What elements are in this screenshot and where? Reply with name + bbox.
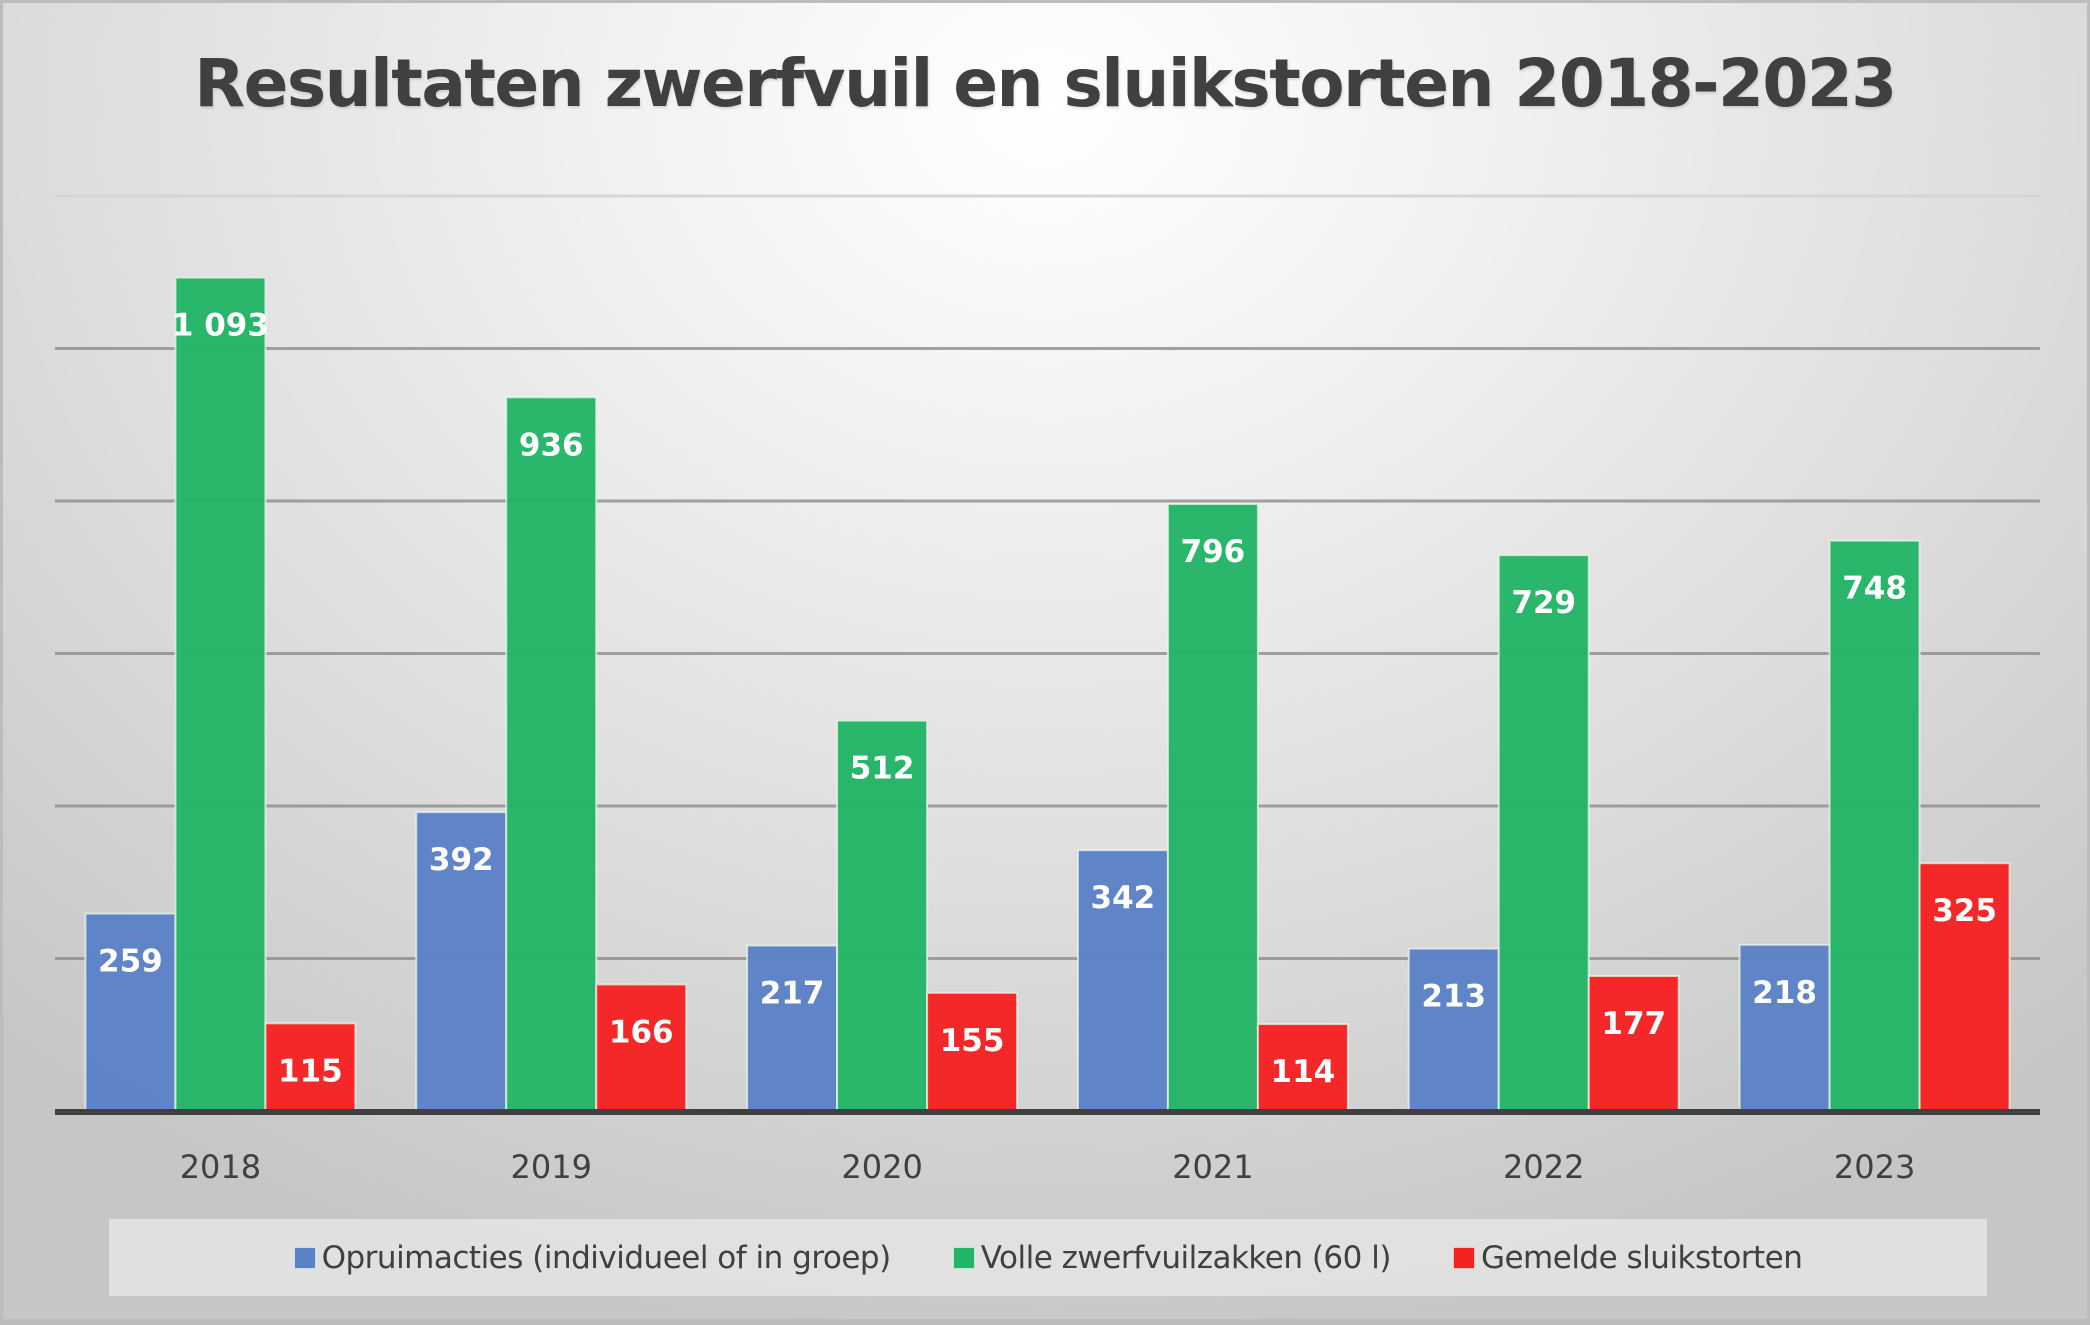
bar — [1166, 503, 1259, 1112]
data-label: 748 — [1842, 571, 1907, 607]
data-label: 342 — [1091, 880, 1156, 916]
data-label: 155 — [940, 1023, 1005, 1059]
legend-label: Volle zwerfvuilzakken (60 l) — [980, 1239, 1392, 1276]
bar — [1828, 539, 1921, 1112]
plot-area: 259 392 217 342 213 218 1 093 936 512 796 729 748 11… — [55, 194, 2040, 1186]
legend-item-opruimacties: Opruimacties (individueel of in groep) — [293, 1239, 892, 1276]
data-label: 115 — [278, 1053, 343, 1089]
data-label: 512 — [850, 751, 915, 787]
data-label: 166 — [609, 1014, 674, 1050]
data-label: 213 — [1421, 979, 1486, 1015]
legend-swatch-red — [1452, 1246, 1475, 1269]
x-axis — [55, 1109, 2040, 1115]
x-tick-label: 2019 — [511, 1148, 592, 1186]
data-label: 218 — [1752, 975, 1817, 1011]
bar — [174, 276, 267, 1112]
bar — [1407, 947, 1500, 1113]
bar — [1256, 1023, 1349, 1113]
bars — [84, 276, 2011, 1113]
gridlines — [55, 194, 2040, 960]
x-tick-label: 2023 — [1834, 1148, 1915, 1186]
x-tick-label: 2021 — [1172, 1148, 1253, 1186]
data-label: 114 — [1271, 1054, 1336, 1090]
category-labels: 2018 2019 2020 2021 2022 2023 — [180, 1148, 1916, 1186]
bar — [746, 944, 839, 1112]
chart-title: Resultaten zwerfvuil en sluikstorten 201… — [194, 45, 1897, 122]
bar — [1738, 943, 1831, 1113]
bar — [505, 396, 598, 1112]
legend-item-zwerfvuilzakken: Volle zwerfvuilzakken (60 l) — [952, 1239, 1392, 1276]
data-label: 325 — [1932, 893, 1997, 929]
legend-label: Gemelde sluikstorten — [1480, 1239, 1803, 1276]
bar — [1497, 554, 1590, 1112]
x-axis-line — [55, 1109, 2040, 1115]
data-label: 936 — [519, 427, 584, 463]
bar — [1918, 862, 2011, 1112]
legend-label: Opruimacties (individueel of in groep) — [321, 1239, 892, 1276]
data-label: 392 — [429, 842, 494, 878]
x-tick-label: 2022 — [1503, 1148, 1584, 1186]
x-tick-label: 2020 — [841, 1148, 922, 1186]
data-labels: 259 392 217 342 213 218 1 093 936 512 796 729 748 11… — [98, 308, 1997, 1090]
data-label: 259 — [98, 944, 163, 980]
legend-item-sluikstorten: Gemelde sluikstorten — [1452, 1239, 1803, 1276]
data-label: 217 — [760, 976, 825, 1012]
x-tick-label: 2018 — [180, 1148, 261, 1186]
data-label: 1 093 — [172, 308, 269, 344]
bar — [595, 983, 688, 1112]
legend: Opruimacties (individueel of in groep) V… — [109, 1219, 1987, 1296]
data-label: 177 — [1601, 1006, 1666, 1042]
legend-swatch-green — [952, 1246, 975, 1269]
legend-swatch-blue — [293, 1246, 316, 1269]
bar — [926, 991, 1019, 1112]
data-label: 729 — [1511, 585, 1576, 621]
bar — [1587, 975, 1680, 1112]
data-label: 796 — [1181, 534, 1246, 570]
